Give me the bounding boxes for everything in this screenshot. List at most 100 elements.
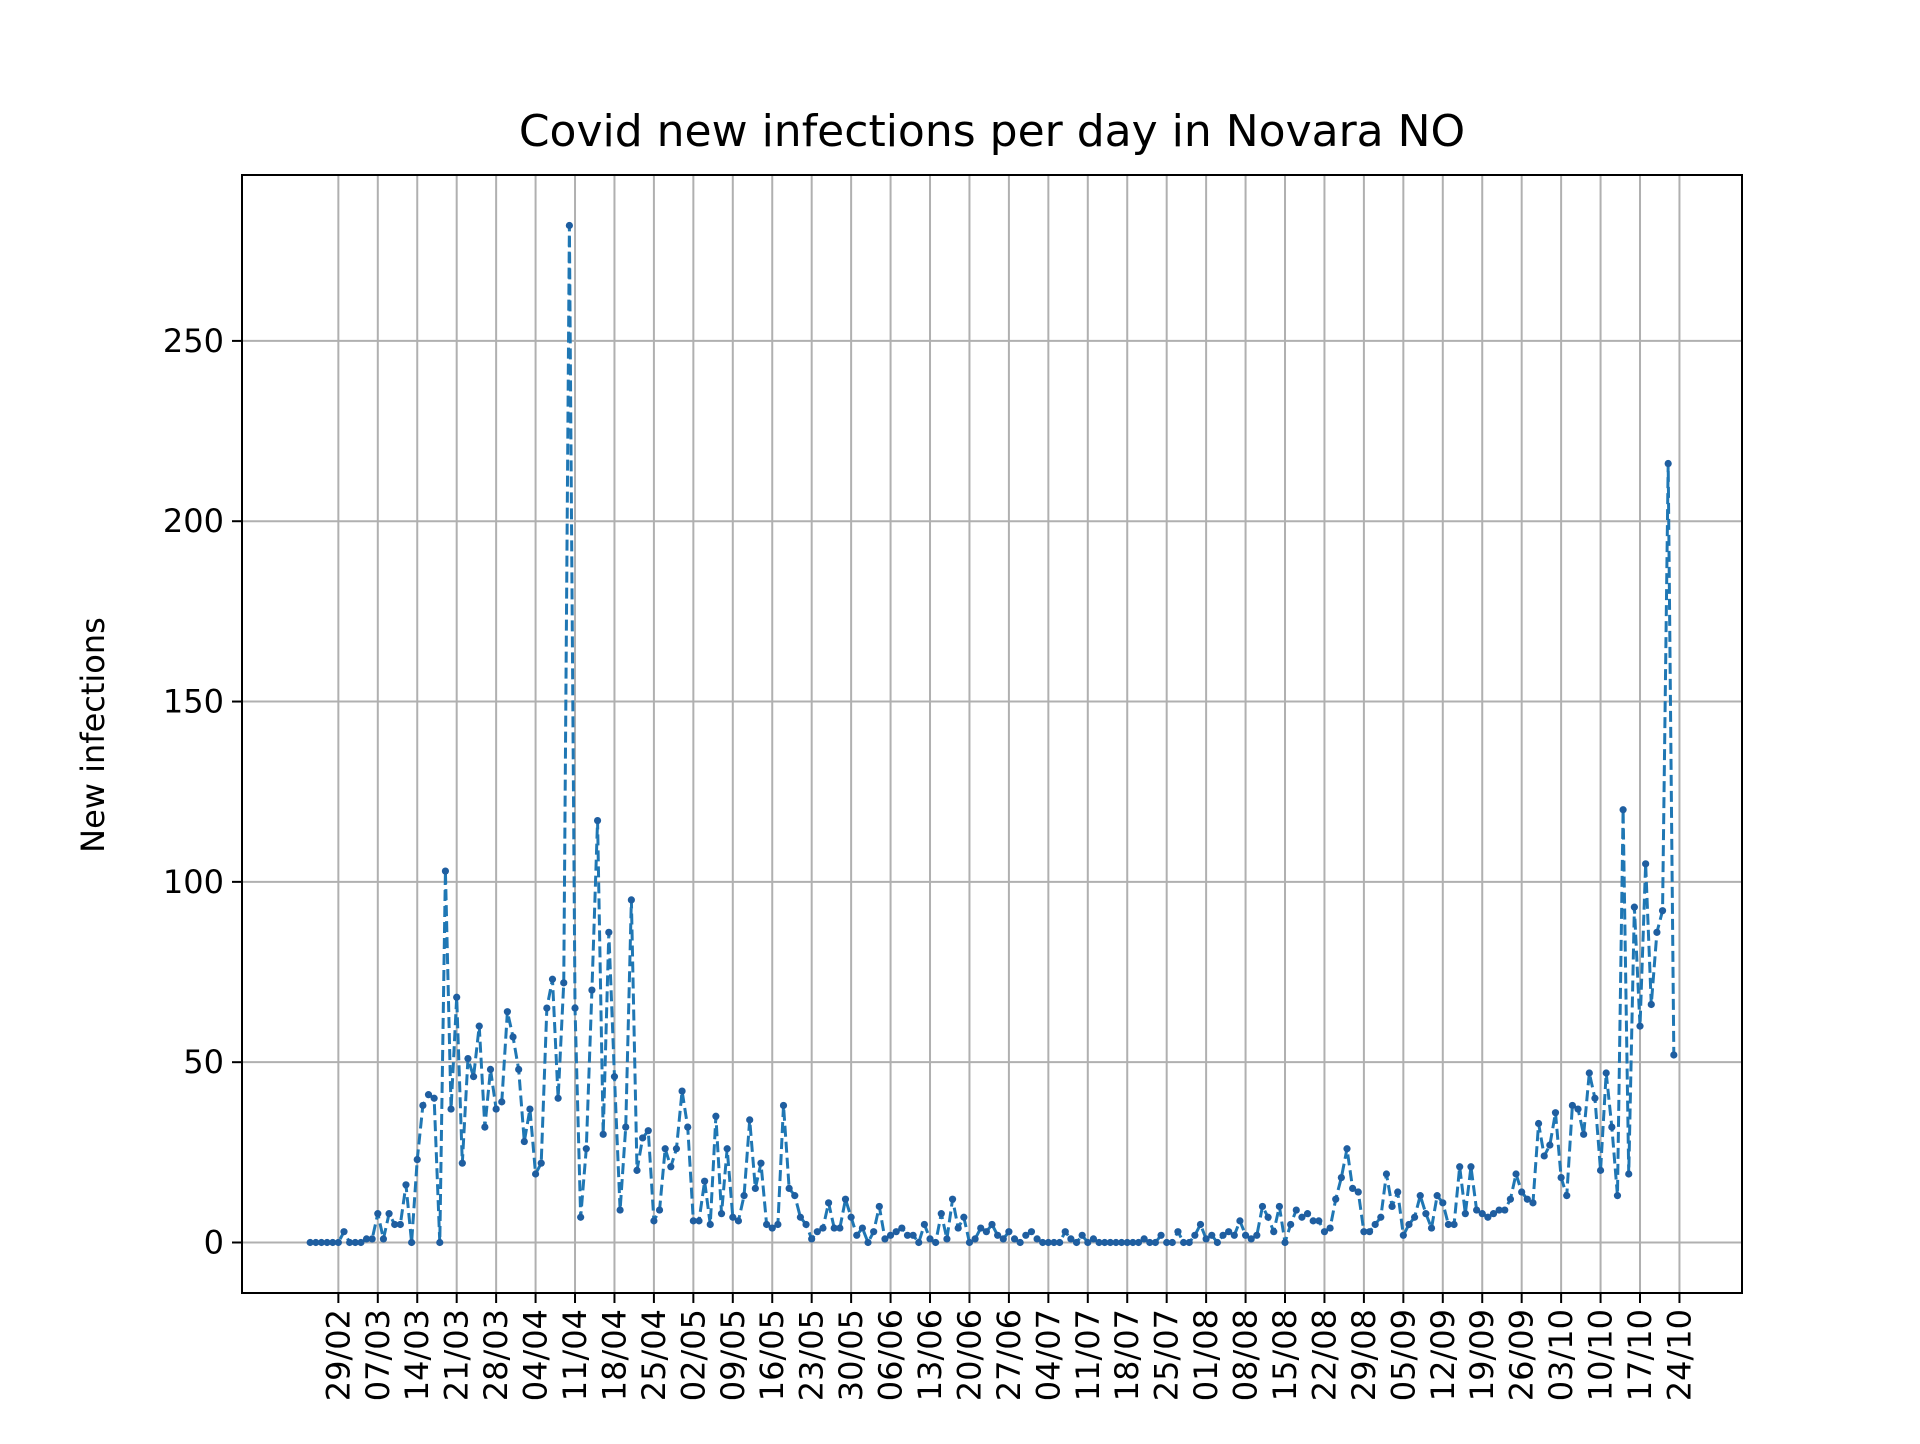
data-point	[334, 1238, 342, 1247]
data-point	[650, 1217, 658, 1225]
data-point	[481, 1123, 489, 1131]
data-point	[1658, 907, 1667, 915]
data-point	[932, 1238, 940, 1247]
grid-lines	[242, 175, 1742, 1293]
data-point	[441, 867, 450, 875]
data-point	[1016, 1238, 1024, 1247]
data-point	[841, 1195, 850, 1203]
y-axis-label: New infections	[74, 617, 112, 853]
data-point	[763, 1220, 771, 1229]
data-point	[1039, 1238, 1047, 1247]
data-point	[723, 1145, 731, 1153]
data-point	[881, 1235, 889, 1243]
data-point	[999, 1235, 1007, 1243]
data-point	[1382, 1170, 1391, 1178]
data-point	[486, 1065, 495, 1073]
data-point	[1580, 1130, 1588, 1138]
data-point	[1642, 860, 1650, 868]
data-point	[1292, 1206, 1300, 1214]
data-point	[498, 1098, 506, 1106]
data-point	[870, 1228, 878, 1236]
data-point	[1106, 1238, 1114, 1247]
data-point	[593, 816, 602, 825]
data-point	[1411, 1213, 1419, 1221]
data-point	[531, 1170, 540, 1178]
x-tick-label: 02/05	[674, 1309, 712, 1401]
data-point	[639, 1134, 647, 1142]
data-point	[515, 1065, 523, 1073]
data-point	[1478, 1210, 1486, 1218]
x-axis-ticks: 29/02 07/03 14/03 21/03 28/03 04/04 11/04 18/04…	[319, 1293, 1698, 1401]
x-tick-label: 07/03	[359, 1309, 397, 1401]
data-point	[1388, 1202, 1396, 1211]
data-point	[605, 928, 613, 936]
data-point	[1546, 1141, 1554, 1149]
data-point	[627, 896, 635, 904]
data-point	[1179, 1238, 1188, 1247]
data-point	[1523, 1195, 1531, 1203]
data-point	[1489, 1210, 1498, 1218]
data-point	[813, 1228, 821, 1236]
data-point	[1236, 1217, 1244, 1225]
x-tick-label: 19/09	[1463, 1309, 1501, 1401]
data-point	[712, 1112, 720, 1120]
data-point	[1072, 1238, 1081, 1247]
data-point	[1185, 1238, 1193, 1247]
data-point	[909, 1231, 917, 1239]
data-point	[1219, 1231, 1227, 1239]
data-point	[329, 1238, 337, 1247]
x-tick-label: 04/04	[517, 1309, 555, 1401]
data-point	[689, 1217, 697, 1225]
data-point	[1332, 1195, 1340, 1203]
data-point	[1191, 1231, 1199, 1239]
data-point	[954, 1224, 962, 1232]
x-tick-label: 12/09	[1424, 1309, 1462, 1401]
data-point	[1264, 1213, 1272, 1221]
series-line	[310, 223, 1676, 1245]
x-tick-label: 25/07	[1148, 1309, 1186, 1401]
data-point	[616, 1206, 624, 1214]
data-point	[1067, 1235, 1075, 1243]
data-point	[1540, 1152, 1548, 1160]
x-tick-label: 21/03	[438, 1309, 476, 1401]
data-point	[1078, 1231, 1086, 1239]
data-point	[1174, 1228, 1182, 1236]
data-point	[937, 1210, 945, 1218]
x-tick-label: 22/08	[1305, 1309, 1343, 1401]
x-tick-label: 28/03	[477, 1309, 515, 1401]
data-point	[1467, 1163, 1475, 1171]
data-point	[430, 1094, 438, 1102]
data-point	[875, 1202, 883, 1211]
data-point	[458, 1159, 466, 1167]
x-tick-label: 25/04	[635, 1309, 673, 1401]
x-tick-label: 24/10	[1660, 1309, 1698, 1401]
x-tick-label: 26/09	[1503, 1309, 1541, 1401]
data-point	[1275, 1202, 1283, 1211]
data-point	[1456, 1163, 1464, 1171]
data-point	[548, 975, 557, 983]
data-point	[1163, 1238, 1171, 1247]
x-tick-label: 13/06	[911, 1309, 949, 1401]
x-tick-label: 03/10	[1542, 1309, 1580, 1401]
data-point	[1568, 1101, 1576, 1110]
data-point	[475, 1022, 483, 1030]
data-point	[830, 1224, 838, 1232]
data-point	[1585, 1069, 1593, 1077]
data-point	[1591, 1094, 1599, 1102]
data-point	[796, 1213, 805, 1221]
data-point	[729, 1213, 737, 1221]
data-point	[1050, 1238, 1058, 1247]
data-point	[1061, 1228, 1069, 1236]
data-point	[1450, 1220, 1458, 1229]
data-point	[537, 1159, 545, 1167]
data-point	[943, 1235, 951, 1243]
data-point	[853, 1231, 861, 1239]
data-point	[847, 1213, 855, 1221]
data-point	[1399, 1231, 1407, 1239]
data-point	[1377, 1213, 1385, 1221]
data-point	[1360, 1228, 1368, 1236]
data-point	[509, 1033, 517, 1041]
data-point	[1670, 1051, 1678, 1059]
